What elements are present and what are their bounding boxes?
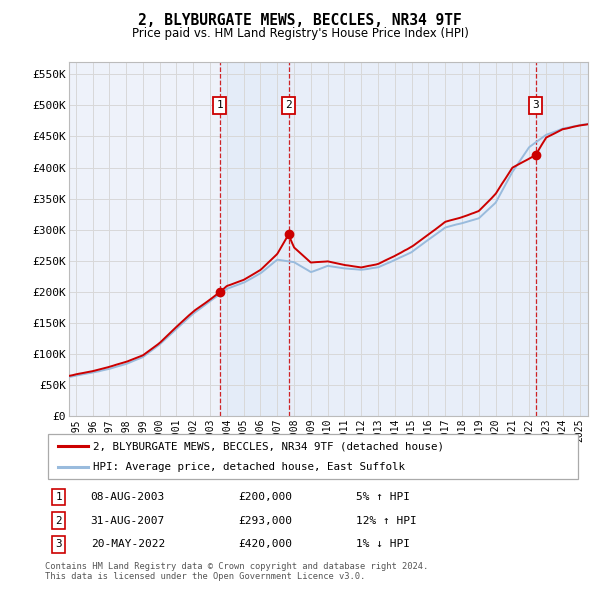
Text: 2: 2 [285,100,292,110]
Bar [289,62,536,416]
Text: 2, BLYBURGATE MEWS, BECCLES, NR34 9TF (detached house): 2, BLYBURGATE MEWS, BECCLES, NR34 9TF (d… [94,441,445,451]
Text: 1: 1 [217,100,223,110]
Text: 1: 1 [55,492,62,502]
Bar [69,62,220,416]
Text: 2, BLYBURGATE MEWS, BECCLES, NR34 9TF: 2, BLYBURGATE MEWS, BECCLES, NR34 9TF [138,13,462,28]
Text: 12% ↑ HPI: 12% ↑ HPI [356,516,417,526]
Text: £293,000: £293,000 [238,516,292,526]
Text: 20-MAY-2022: 20-MAY-2022 [91,539,165,549]
Text: 3: 3 [532,100,539,110]
Bar [536,62,588,416]
Text: £200,000: £200,000 [238,492,292,502]
Text: 08-AUG-2003: 08-AUG-2003 [91,492,165,502]
Text: £420,000: £420,000 [238,539,292,549]
FancyBboxPatch shape [47,434,578,480]
Text: 1% ↓ HPI: 1% ↓ HPI [356,539,410,549]
Text: 2: 2 [55,516,62,526]
Text: Price paid vs. HM Land Registry's House Price Index (HPI): Price paid vs. HM Land Registry's House … [131,27,469,40]
Text: HPI: Average price, detached house, East Suffolk: HPI: Average price, detached house, East… [94,463,406,473]
Text: Contains HM Land Registry data © Crown copyright and database right 2024.
This d: Contains HM Land Registry data © Crown c… [45,562,428,581]
Text: 5% ↑ HPI: 5% ↑ HPI [356,492,410,502]
Bar [220,62,289,416]
Text: 3: 3 [55,539,62,549]
Text: 31-AUG-2007: 31-AUG-2007 [91,516,165,526]
